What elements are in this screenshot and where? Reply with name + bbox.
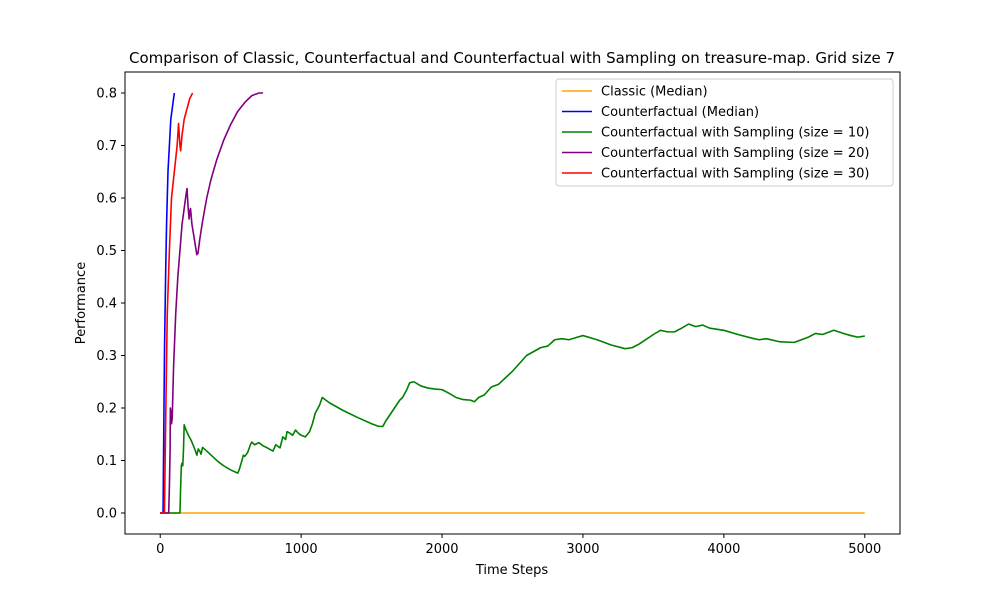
y-axis-title: Performance (74, 262, 89, 344)
y-tick-label: 0.5 (96, 244, 117, 259)
x-tick-label: 1000 (285, 542, 318, 557)
x-tick-label: 4000 (707, 542, 740, 557)
y-tick-label: 0.3 (96, 349, 117, 364)
legend-box (555, 78, 894, 187)
series-line-3 (160, 323, 865, 514)
legend-label-3: Counterfactual with Sampling (size = 10) (601, 126, 869, 141)
y-tick-label: 0.1 (96, 454, 117, 469)
series-line-2 (160, 92, 176, 514)
y-tick-label: 0.2 (96, 402, 117, 417)
y-tick-label: 0.7 (96, 139, 117, 154)
legend-label-2: Counterfactual (Median) (601, 105, 759, 120)
legend-label-4: Counterfactual with Sampling (size = 20) (601, 146, 869, 161)
y-axis-ticks: 0.0 0.1 0.2 0.3 0.4 0.5 0.6 0.7 0.8 (96, 87, 125, 522)
x-tick-label: 2000 (425, 542, 458, 557)
y-tick-label: 0.0 (96, 507, 117, 522)
x-axis-title: Time Steps (475, 563, 549, 578)
x-tick-label: 3000 (566, 542, 599, 557)
legend-label-1: Classic (Median) (601, 85, 708, 100)
y-tick-label: 0.8 (96, 87, 117, 102)
x-tick-label: 5000 (848, 542, 881, 557)
y-tick-label: 0.6 (96, 192, 117, 207)
x-tick-label: 0 (156, 542, 164, 557)
y-tick-label: 0.4 (96, 297, 117, 312)
chart-title: Comparison of Classic, Counterfactual an… (129, 49, 895, 67)
x-axis-ticks: 0 1000 2000 3000 4000 5000 (156, 534, 881, 557)
series-lines (160, 92, 865, 514)
legend-label-5: Counterfactual with Sampling (size = 30) (601, 167, 869, 182)
legend: Classic (Median) Counterfactual (Median) C… (555, 78, 894, 187)
legend-entries: Classic (Median) Counterfactual (Median) C… (562, 85, 869, 182)
series-line-4 (160, 92, 264, 514)
series-line-5 (160, 92, 194, 514)
